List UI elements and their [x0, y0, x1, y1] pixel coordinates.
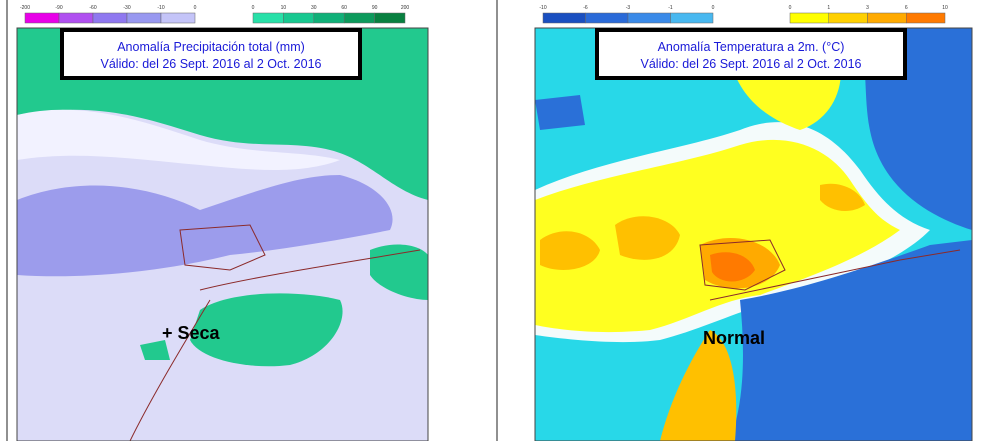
- legend-swatch: [343, 12, 375, 24]
- legend-label: 3: [866, 5, 869, 11]
- legend-swatch: [283, 12, 315, 24]
- temperature-map: [534, 27, 973, 441]
- legend-label: 30: [311, 5, 317, 11]
- legend-label: 0: [194, 5, 197, 11]
- legend-swatch: [542, 12, 586, 24]
- legend-swatch: [374, 12, 406, 24]
- title-box: [60, 28, 362, 80]
- legend-swatch: [313, 12, 345, 24]
- legend-swatch: [789, 12, 829, 24]
- legend-label: -10: [539, 5, 546, 11]
- legend-label: -6: [583, 5, 588, 11]
- title-line: Anomalía Precipitación total (mm): [117, 40, 305, 54]
- legend-swatch: [252, 12, 284, 24]
- legend-swatch: [906, 12, 946, 24]
- legend-label: 0: [712, 5, 715, 11]
- legend-swatch: [160, 12, 196, 24]
- precip-map: [16, 27, 429, 441]
- legend-label: -1: [668, 5, 673, 11]
- legend-swatch: [58, 12, 94, 24]
- title-box: [595, 28, 907, 80]
- legend-label: 6: [905, 5, 908, 11]
- legend-swatch: [627, 12, 671, 24]
- legend-label: 90: [372, 5, 378, 11]
- annotation: Normal: [703, 328, 765, 348]
- legend-label: 10: [942, 5, 948, 11]
- legend-swatch: [828, 12, 868, 24]
- legend-swatch: [126, 12, 162, 24]
- title-line: Válido: del 26 Sept. 2016 al 2 Oct. 2016: [101, 57, 322, 71]
- legend-label: -30: [123, 5, 130, 11]
- legend-swatch: [92, 12, 128, 24]
- legend-label: 60: [341, 5, 347, 11]
- title-line: Anomalía Temperatura a 2m. (°C): [658, 40, 845, 54]
- legend-swatch: [867, 12, 907, 24]
- annotation: + Seca: [162, 323, 221, 343]
- title-line: Válido: del 26 Sept. 2016 al 2 Oct. 2016: [641, 57, 862, 71]
- legend-label: -200: [20, 5, 30, 11]
- legend-label: -90: [55, 5, 62, 11]
- legend-label: 0: [789, 5, 792, 11]
- legend-swatch: [24, 12, 60, 24]
- legend-label: 1: [827, 5, 830, 11]
- legend-label: -60: [89, 5, 96, 11]
- legend-swatch: [670, 12, 714, 24]
- legend-label: -3: [626, 5, 631, 11]
- legend-swatch: [585, 12, 629, 24]
- legend-label: -10: [157, 5, 164, 11]
- legend-label: 10: [281, 5, 287, 11]
- legend-label: 200: [401, 5, 410, 11]
- legend-label: 0: [252, 5, 255, 11]
